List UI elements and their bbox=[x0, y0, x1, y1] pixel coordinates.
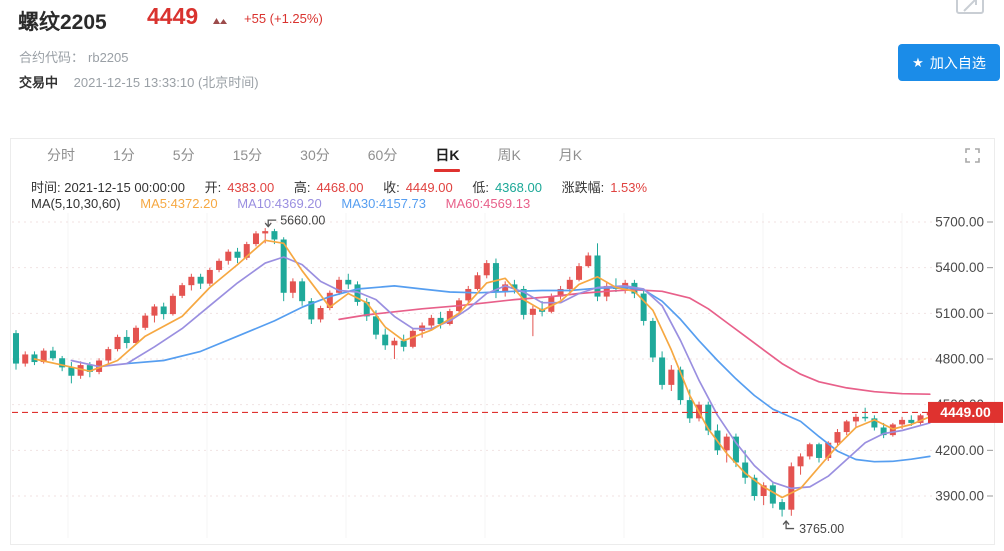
svg-text:3900.00: 3900.00 bbox=[935, 488, 984, 503]
tab-30min[interactable]: 30分 bbox=[300, 147, 330, 163]
contract-code-label: 合约代码： bbox=[19, 50, 85, 65]
last-price: 4449 bbox=[147, 3, 199, 29]
period-tabbar: 分时 1分 5分 15分 30分 60分 日K 周K 月K bbox=[11, 139, 994, 171]
star-icon: ★ bbox=[912, 55, 924, 70]
ma-group-label: MA(5,10,30,60) bbox=[31, 196, 121, 211]
price-trend-icon bbox=[212, 13, 228, 31]
svg-text:4800.00: 4800.00 bbox=[935, 351, 984, 366]
high-label: 高: bbox=[293, 180, 311, 195]
ma60-value: MA60:4569.13 bbox=[445, 196, 531, 211]
add-watchlist-button[interactable]: ★ 加入自选 bbox=[898, 44, 1000, 81]
chart-panel: 分时 1分 5分 15分 30分 60分 日K 周K 月K 时间: 2021-1… bbox=[10, 138, 995, 545]
tab-1min[interactable]: 1分 bbox=[113, 147, 135, 163]
svg-text:5100.00: 5100.00 bbox=[935, 306, 984, 321]
status-row: 交易中 2021-12-15 13:33:10 (北京时间) bbox=[19, 72, 259, 91]
tab-60min[interactable]: 60分 bbox=[367, 147, 398, 163]
add-watchlist-label: 加入自选 bbox=[929, 54, 986, 71]
low-label: 低: bbox=[472, 180, 489, 195]
fullscreen-icon[interactable] bbox=[965, 148, 980, 163]
svg-text:5700.00: 5700.00 bbox=[935, 215, 984, 230]
svg-text:5400.00: 5400.00 bbox=[935, 260, 984, 275]
svg-text:4449.00: 4449.00 bbox=[940, 404, 991, 420]
svg-text:3765.00: 3765.00 bbox=[799, 522, 844, 536]
ma10-value: MA10:4369.20 bbox=[237, 196, 322, 211]
ma-info-row: MA(5,10,30,60) MA5:4372.20 MA10:4369.20 … bbox=[31, 196, 536, 211]
svg-text:5660.00: 5660.00 bbox=[280, 214, 325, 228]
contract-code-row: 合约代码： rb2205 bbox=[19, 47, 129, 66]
ma5-value: MA5:4372.20 bbox=[140, 196, 218, 211]
share-icon[interactable] bbox=[956, 0, 984, 14]
low-value: 4368.00 bbox=[494, 180, 542, 195]
kline-time: 时间: 2021-12-15 00:00:00 bbox=[31, 180, 185, 195]
tab-weekly-k[interactable]: 周K bbox=[497, 147, 521, 163]
tab-time-share[interactable]: 分时 bbox=[47, 147, 75, 163]
chg-label: 涨跌幅: bbox=[561, 180, 605, 195]
price-change: +55 (+1.25%) bbox=[244, 11, 323, 26]
close-label: 收: bbox=[383, 180, 400, 195]
tab-15min[interactable]: 15分 bbox=[232, 147, 263, 163]
contract-code: rb2205 bbox=[88, 50, 129, 65]
svg-text:4200.00: 4200.00 bbox=[935, 443, 984, 458]
tab-5min[interactable]: 5分 bbox=[172, 147, 195, 163]
close-value: 4449.00 bbox=[405, 180, 453, 195]
candlestick-chart[interactable]: 5700.005400.005100.004800.004500.004200.… bbox=[0, 205, 1004, 545]
open-label: 开: bbox=[204, 180, 222, 195]
open-value: 4383.00 bbox=[227, 180, 275, 195]
quote-timestamp: 2021-12-15 13:33:10 (北京时间) bbox=[73, 75, 259, 90]
high-value: 4468.00 bbox=[316, 180, 364, 195]
ma30-value: MA30:4157.73 bbox=[341, 196, 426, 211]
contract-title: 螺纹2205 bbox=[18, 11, 107, 34]
tab-monthly-k[interactable]: 月K bbox=[558, 147, 583, 163]
trading-status: 交易中 bbox=[19, 75, 59, 90]
chg-value: 1.53% bbox=[610, 180, 648, 195]
tab-daily-k[interactable]: 日K bbox=[435, 147, 460, 163]
ohlc-info-row: 时间: 2021-12-15 00:00:00 开: 4383.00 高: 4468… bbox=[31, 177, 653, 196]
